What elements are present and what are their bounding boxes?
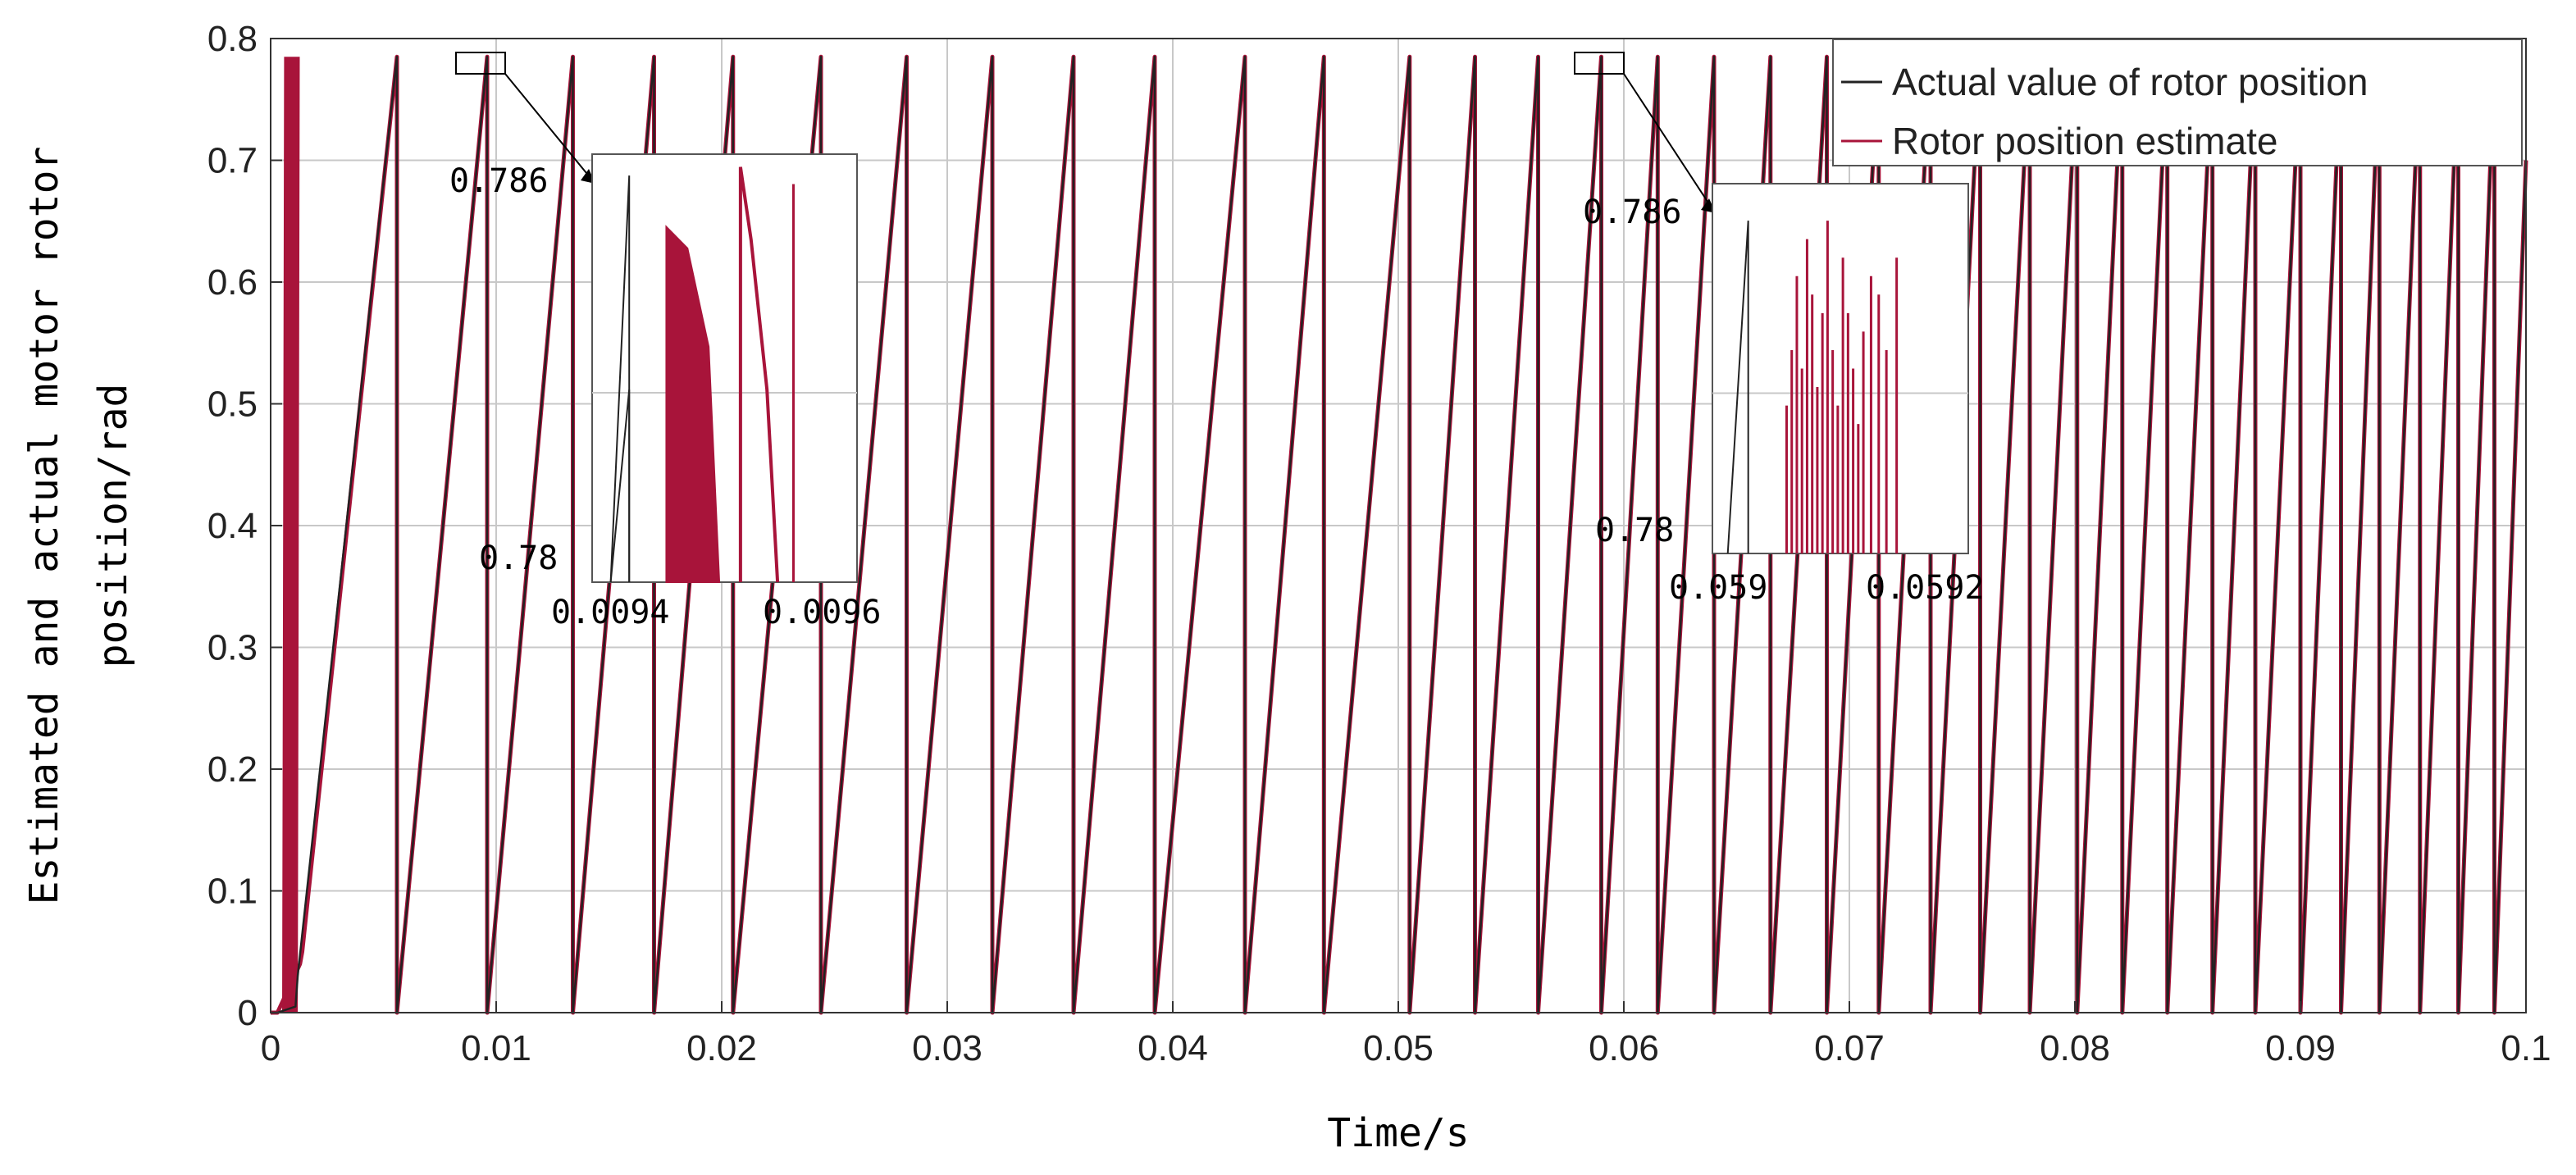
zoom-source-box [455, 52, 506, 75]
x-tick-label: 0.04 [1138, 1028, 1208, 1068]
inset-frame [1712, 183, 1969, 554]
inset-y-bottom-label: 0.78 [1595, 512, 1674, 549]
inset-estimate-spike [738, 166, 780, 583]
y-axis-title-line-2: position/rad [90, 384, 136, 668]
inset-1: 0.786 0.78 0.0094 0.0096 [449, 52, 882, 631]
legend-label-estimate: Rotor position estimate [1892, 120, 2277, 162]
inset-x-left-label: 0.0094 [551, 594, 670, 631]
inset-frame [591, 153, 858, 583]
inset-x-right-label: 0.0592 [1866, 569, 1985, 607]
inset-actual-line [1726, 221, 1749, 554]
inset-y-top-label: 0.786 [449, 162, 548, 200]
y-axis-title: Estimated and actual motor rotor positio… [21, 147, 136, 905]
x-tick-label: 0.1 [2501, 1028, 2551, 1068]
x-tick-label: 0.07 [1814, 1028, 1885, 1068]
zoom-source-box [1574, 52, 1625, 75]
series-estimate-startup-oscillation [282, 57, 300, 1013]
inset-2: 0.786 0.78 0.059 0.0592 [1574, 52, 1985, 607]
y-axis-title-line-1: Estimated and actual motor rotor [21, 147, 67, 905]
inset-actual-peak [609, 175, 631, 583]
zoom-connector [1623, 73, 1715, 212]
inset-x-left-label: 0.059 [1669, 569, 1767, 607]
inset-estimate-fill [665, 225, 721, 583]
x-tick-label: 0 [261, 1028, 280, 1068]
y-tick-label: 0.1 [207, 872, 258, 912]
zoom-connector [504, 73, 595, 183]
y-tick-label: 0.2 [207, 749, 258, 790]
inset-y-top-label: 0.786 [1583, 194, 1681, 231]
y-tick-label: 0.6 [207, 262, 258, 303]
y-tick-label: 0.4 [207, 506, 258, 546]
y-tick-label: 0 [238, 993, 258, 1033]
legend-box [1832, 39, 2523, 166]
y-tick-label: 0.7 [207, 141, 258, 181]
x-tick-label: 0.01 [461, 1028, 531, 1068]
x-tick-label: 0.09 [2265, 1028, 2336, 1068]
y-tick-label: 0.8 [207, 19, 258, 59]
x-tick-label: 0.08 [2040, 1028, 2110, 1068]
y-tick-label: 0.5 [207, 385, 258, 425]
x-tick-label: 0.05 [1363, 1028, 1434, 1068]
inset-x-right-label: 0.0096 [763, 594, 882, 631]
axis-ticks: 0 0.01 0.02 0.03 0.04 0.05 0.06 0.07 0.08 0.09 0.1… [207, 19, 2551, 1068]
x-axis-title: Time/s [1327, 1110, 1469, 1156]
x-tick-label: 0.03 [912, 1028, 983, 1068]
x-tick-label: 0.06 [1589, 1028, 1659, 1068]
y-tick-label: 0.3 [207, 628, 258, 668]
legend-label-actual: Actual value of rotor position [1892, 61, 2368, 103]
inset-y-bottom-label: 0.78 [479, 540, 558, 577]
legend: Actual value of rotor position Rotor pos… [1832, 39, 2523, 166]
x-tick-label: 0.02 [686, 1028, 757, 1068]
inset-layer: 0.786 0.78 0.0094 0.0096 0.786 0.78 0.059 0.059… [449, 52, 1985, 631]
